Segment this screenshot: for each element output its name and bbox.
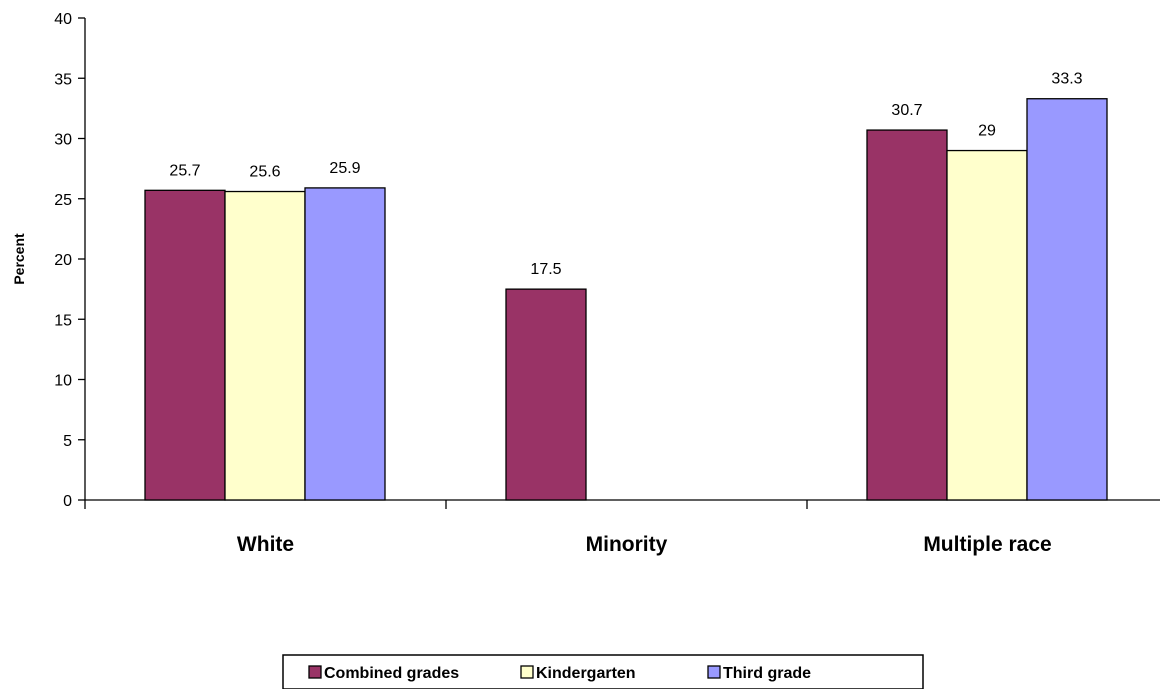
data-label: 29 <box>978 123 996 140</box>
y-tick-label: 10 <box>54 373 72 390</box>
bar <box>304 187 386 501</box>
data-label: 17.5 <box>530 261 561 278</box>
legend: Combined grades Kindergarten Third grade <box>282 654 924 689</box>
y-axis-title: Percent <box>11 233 27 285</box>
data-label: 25.6 <box>249 164 280 181</box>
data-labels: 25.7 25.6 25.9 17.5 30.7 29 33.3 <box>169 71 1082 278</box>
data-label: 25.7 <box>169 162 200 179</box>
y-tick-label: 25 <box>54 192 72 209</box>
legend-swatch <box>308 665 322 679</box>
data-label: 25.9 <box>329 160 360 177</box>
legend-swatch <box>707 665 721 679</box>
bar <box>1026 98 1108 501</box>
bar <box>866 129 948 501</box>
bar <box>144 189 226 501</box>
y-tick-label: 5 <box>63 433 72 450</box>
bar <box>505 288 587 501</box>
legend-frame <box>282 654 924 689</box>
bars <box>144 98 1108 501</box>
legend-entry: Third grade <box>723 665 811 682</box>
y-tick-label: 40 <box>54 11 72 28</box>
y-tick-label: 35 <box>54 71 72 88</box>
y-tick-label: 30 <box>54 132 72 149</box>
x-category-label: Minority <box>586 533 668 556</box>
data-label: 30.7 <box>891 102 922 119</box>
legend-swatch <box>520 665 534 679</box>
y-tick-label: 0 <box>63 493 72 510</box>
bar <box>224 190 306 501</box>
legend-entry: Combined grades <box>324 665 459 682</box>
y-tick-label: 15 <box>54 312 72 329</box>
y-tick-label: 20 <box>54 252 72 269</box>
x-axis-ticks: White Minority Multiple race <box>84 500 1052 556</box>
x-category-label: White <box>237 533 294 556</box>
data-label: 33.3 <box>1051 71 1082 88</box>
x-category-label: Multiple race <box>923 533 1051 556</box>
y-axis-ticks: 0 5 10 15 20 25 30 35 40 <box>54 11 85 510</box>
legend-entry: Kindergarten <box>536 665 636 682</box>
bar <box>946 149 1028 501</box>
